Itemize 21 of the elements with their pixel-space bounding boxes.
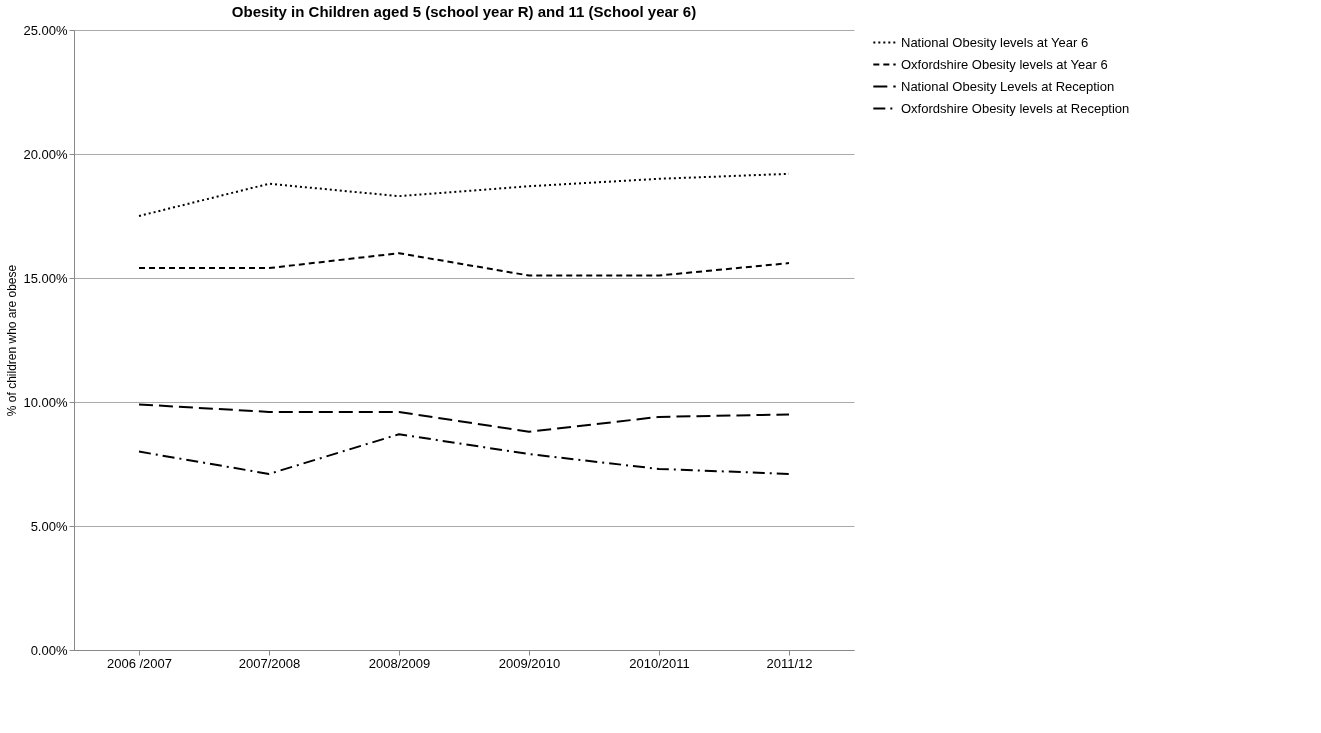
legend-label: Oxfordshire Obesity levels at Reception: [901, 100, 1130, 116]
line-series: [138, 252, 790, 277]
line-series: [138, 403, 790, 433]
y-tick-label: 25.00%: [23, 22, 68, 38]
x-tick-label: 2008/2009: [368, 655, 431, 671]
legend-label: Oxfordshire Obesity levels at Year 6: [901, 56, 1108, 72]
chart-title: Obesity in Children aged 5 (school year R) and 11 (School year 6): [231, 3, 697, 20]
y-tick-label: 5.00%: [30, 518, 68, 534]
y-tick-label: 15.00%: [23, 270, 68, 286]
x-tick-label: 2007/2008: [238, 655, 301, 671]
x-tick-label: 2009/2010: [498, 655, 561, 671]
x-tick-label: 2006 /2007: [106, 655, 173, 671]
legend-label: National Obesity levels at Year 6: [901, 34, 1089, 50]
x-tick-label: 2010/2011: [629, 655, 690, 671]
x-tick-label: 2011/12: [766, 655, 813, 671]
y-tick-label: 10.00%: [23, 394, 68, 410]
y-axis-title: % of children who are obese: [5, 264, 20, 417]
line-series: [138, 433, 790, 475]
legend-label: National Obesity Levels at Reception: [901, 78, 1115, 94]
y-tick-label: 0.00%: [30, 642, 68, 658]
y-tick-label: 20.00%: [23, 146, 68, 162]
